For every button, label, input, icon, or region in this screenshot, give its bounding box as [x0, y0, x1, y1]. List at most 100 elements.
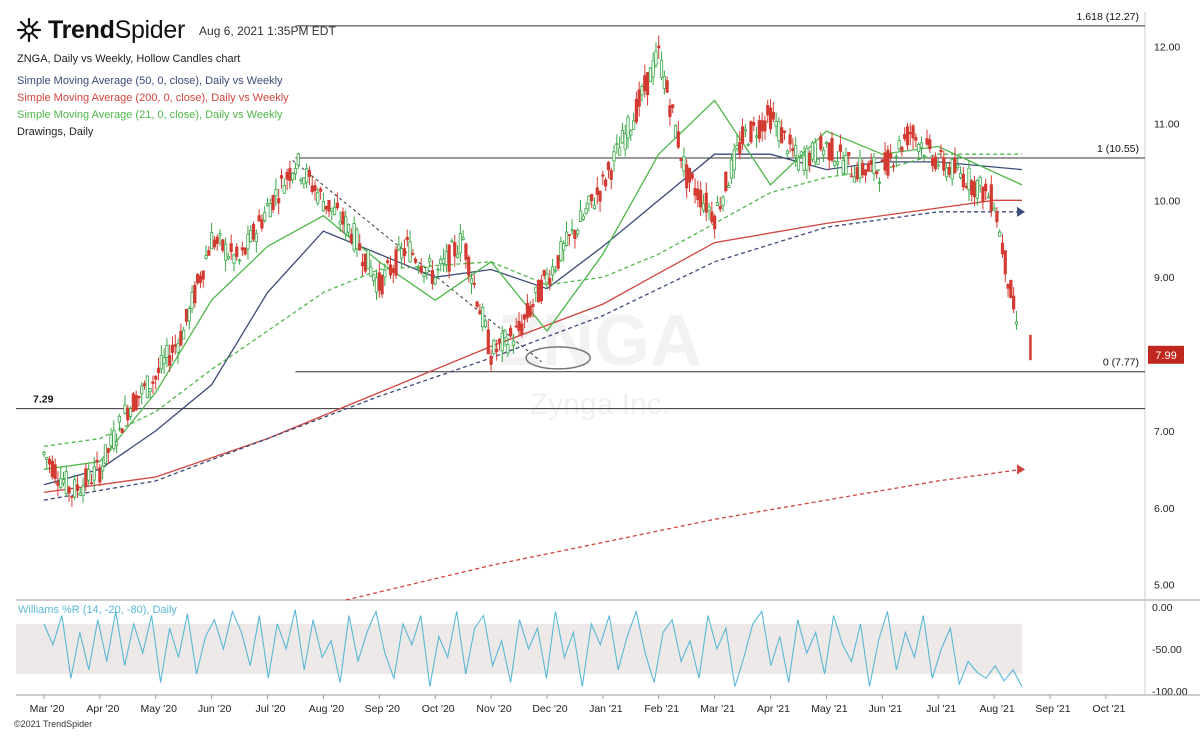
- candle-body: [190, 291, 194, 309]
- candle-body: [478, 310, 482, 315]
- candle-body: [310, 185, 314, 193]
- moving-average-line: [345, 468, 1023, 601]
- candle-body: [441, 258, 446, 265]
- candle-body: [95, 459, 99, 463]
- candle-body: [414, 259, 418, 263]
- candle-body: [210, 232, 214, 250]
- candle-body: [64, 471, 68, 494]
- candle-body: [89, 482, 94, 484]
- candle-body: [509, 327, 513, 337]
- candle-body: [545, 273, 549, 284]
- candle-body: [523, 314, 527, 320]
- candle-body: [956, 164, 960, 168]
- candle-body: [475, 301, 479, 307]
- candle-body: [520, 323, 524, 335]
- candle-body: [590, 194, 594, 202]
- candle-body: [796, 157, 801, 171]
- x-axis: Mar '20 Apr '20 May '20 Jun '20 Jul '20 Aug '…: [16, 694, 1200, 715]
- x-tick-label: Jul '21: [926, 703, 956, 715]
- candle-body: [928, 139, 932, 150]
- candle-body: [768, 107, 773, 130]
- candle-body: [925, 138, 929, 145]
- trendspider-logo-icon: [16, 17, 42, 43]
- candle-body: [654, 50, 658, 66]
- candle-body: [229, 243, 233, 253]
- candle-body: [704, 192, 708, 213]
- candle-body: [556, 255, 560, 269]
- candle-body: [567, 234, 571, 237]
- candle-body: [958, 172, 963, 178]
- candle-body: [332, 206, 337, 215]
- candle-body: [408, 241, 412, 263]
- candle-body: [50, 460, 54, 478]
- candle-body: [606, 161, 611, 171]
- candle-body: [439, 259, 443, 265]
- candle-body: [634, 98, 638, 123]
- candle-body: [299, 178, 303, 182]
- moving-average-line: [43, 153, 1022, 447]
- candle-body: [604, 179, 608, 187]
- candle-body: [374, 277, 379, 293]
- candle-body: [313, 185, 317, 192]
- ma-marker: [1017, 206, 1026, 217]
- watermark-company: Zynga Inc.: [530, 388, 670, 421]
- candle-body: [771, 111, 775, 120]
- candle-body: [788, 134, 792, 145]
- candle-body: [285, 171, 289, 180]
- candle-body: [196, 273, 200, 284]
- candle-body: [249, 230, 253, 243]
- candle-body: [668, 105, 672, 118]
- candle-body: [327, 200, 331, 212]
- candle-body: [933, 156, 938, 170]
- candle-body: [346, 224, 351, 233]
- candle-body: [204, 255, 208, 259]
- candle-body: [232, 254, 236, 264]
- candle-body: [880, 159, 884, 162]
- candle-body: [841, 160, 845, 174]
- candle-body: [838, 144, 842, 152]
- candle-body: [665, 80, 669, 93]
- candle-body: [877, 181, 882, 184]
- candle-body: [998, 231, 1002, 237]
- candle-body: [450, 240, 454, 243]
- candle-body: [288, 168, 292, 182]
- candle-body: [810, 142, 815, 160]
- candle-body: [358, 243, 362, 251]
- candle-body: [425, 267, 429, 273]
- candle-body: [791, 148, 795, 152]
- candle-body: [866, 163, 870, 172]
- x-tick-label: Jul '20: [255, 703, 285, 715]
- candle-body: [400, 248, 404, 259]
- candle-body: [117, 415, 121, 423]
- candle-body: [263, 212, 267, 221]
- candle-body: [165, 345, 169, 358]
- candle-body: [992, 207, 996, 211]
- brand-header: TrendSpider Aug 6, 2021 1:35PM EDT: [16, 12, 336, 48]
- candle-body: [223, 243, 228, 261]
- candle-body: [802, 155, 806, 171]
- candle-body: [305, 168, 309, 183]
- candle-body: [981, 186, 985, 203]
- candle-body: [212, 239, 217, 248]
- candle-body: [570, 229, 574, 232]
- candle-body: [620, 129, 625, 144]
- candle-body: [168, 355, 172, 366]
- candle-body: [970, 180, 974, 196]
- candle-body: [411, 253, 415, 255]
- candle-body: [740, 126, 745, 144]
- candle-body: [237, 259, 242, 262]
- candle-body: [42, 451, 46, 455]
- wr-y-tick-label: 0.00: [1152, 602, 1173, 614]
- candle-body: [774, 120, 778, 127]
- candle-body: [651, 60, 655, 78]
- wr-y-tick-label: -50.00: [1152, 644, 1182, 656]
- candle-body: [495, 348, 499, 353]
- candle-body: [75, 484, 80, 491]
- candle-body: [363, 253, 367, 272]
- candle-body: [112, 430, 116, 450]
- candle-body: [500, 332, 504, 352]
- candle-body: [919, 142, 924, 148]
- candle-body: [173, 344, 177, 347]
- candle-body: [137, 395, 141, 399]
